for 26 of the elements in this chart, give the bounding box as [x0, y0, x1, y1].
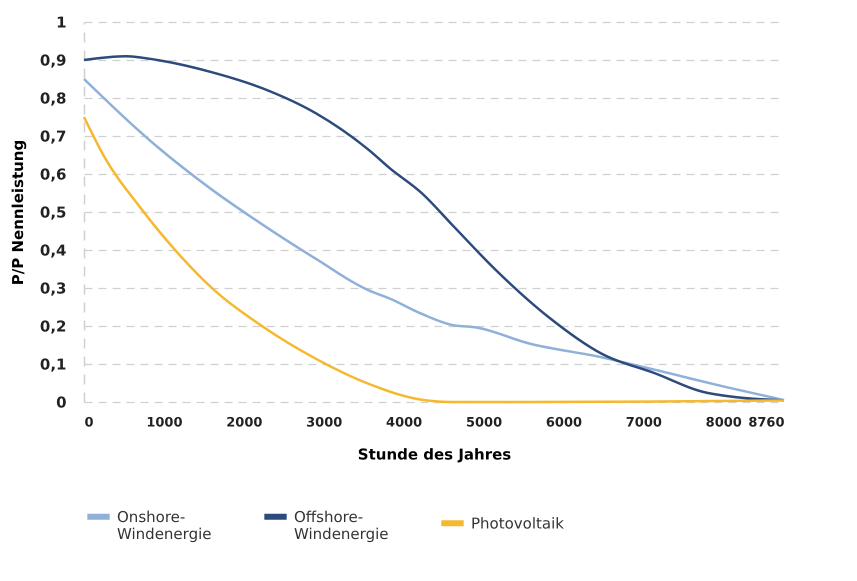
x-tick-label: 2000: [226, 416, 262, 430]
legend-label: Offshore-Windenergie: [294, 508, 388, 543]
x-tick-label: 3000: [306, 416, 342, 430]
y-tick-label: 0,8: [40, 90, 66, 108]
y-tick-label: 0,7: [40, 128, 66, 146]
y-tick-label: 0,2: [40, 318, 66, 336]
x-tick-label: 1000: [146, 416, 182, 430]
y-tick-label: 0,5: [40, 204, 66, 222]
y-tick-label: 0,6: [40, 166, 66, 184]
x-tick-label: 6000: [546, 416, 582, 430]
x-tick-label: 8760: [748, 416, 784, 430]
y-tick-label: 0,3: [40, 280, 66, 298]
x-tick-label: 5000: [466, 416, 502, 430]
y-tick-label: 1: [56, 14, 66, 32]
y-tick-label: 0,4: [40, 242, 66, 260]
x-tick-label: 0: [84, 416, 94, 430]
y-tick-label: 0,9: [40, 52, 66, 70]
legend-label: Photovoltaik: [471, 514, 564, 532]
x-tick-label: 8000: [706, 416, 742, 430]
y-axis-title: P/P Nennleistung: [8, 140, 27, 286]
legend-label: Onshore-Windenergie: [117, 508, 212, 543]
y-tick-label: 0: [56, 394, 66, 412]
y-tick-label: 0,1: [40, 356, 66, 374]
x-tick-label: 4000: [386, 416, 422, 430]
x-tick-label: 7000: [626, 416, 662, 430]
x-axis-title: Stunde des Jahres: [358, 446, 512, 464]
